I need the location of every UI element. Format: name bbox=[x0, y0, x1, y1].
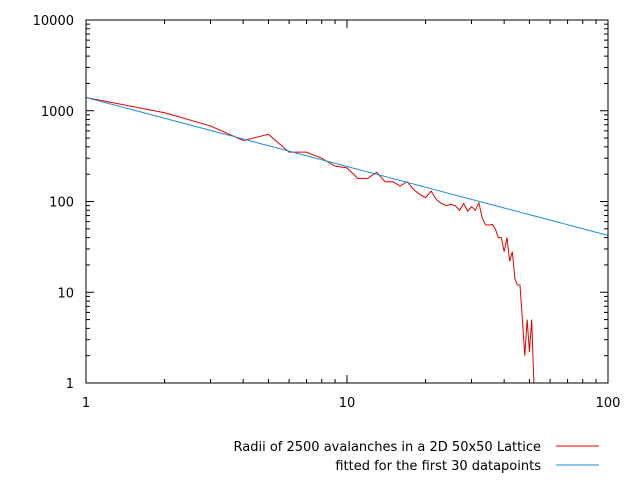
series-line-2 bbox=[86, 97, 608, 236]
y-tick-label: 1000 bbox=[41, 105, 74, 120]
plot-border bbox=[85, 19, 609, 384]
y-tick-label: 10 bbox=[57, 286, 74, 301]
plot-frame bbox=[85, 19, 609, 384]
y-tick-label: 10000 bbox=[33, 14, 74, 29]
x-tick-label: 100 bbox=[596, 396, 621, 411]
x-tick-label: 10 bbox=[339, 396, 356, 411]
legend: Radii of 2500 avalanches in a 2D 50x50 L… bbox=[234, 440, 599, 474]
y-tick-label: 1 bbox=[66, 377, 74, 392]
y-tick-label: 100 bbox=[49, 196, 74, 211]
series-line-1 bbox=[86, 96, 535, 383]
x-tick-label: 1 bbox=[82, 396, 90, 411]
series bbox=[86, 96, 608, 383]
axes: 1 10 100 1 10 100 1000 10000 bbox=[33, 14, 621, 411]
legend-label: fitted for the first 30 datapoints bbox=[335, 459, 541, 474]
legend-label: Radii of 2500 avalanches in a 2D 50x50 L… bbox=[234, 440, 542, 455]
